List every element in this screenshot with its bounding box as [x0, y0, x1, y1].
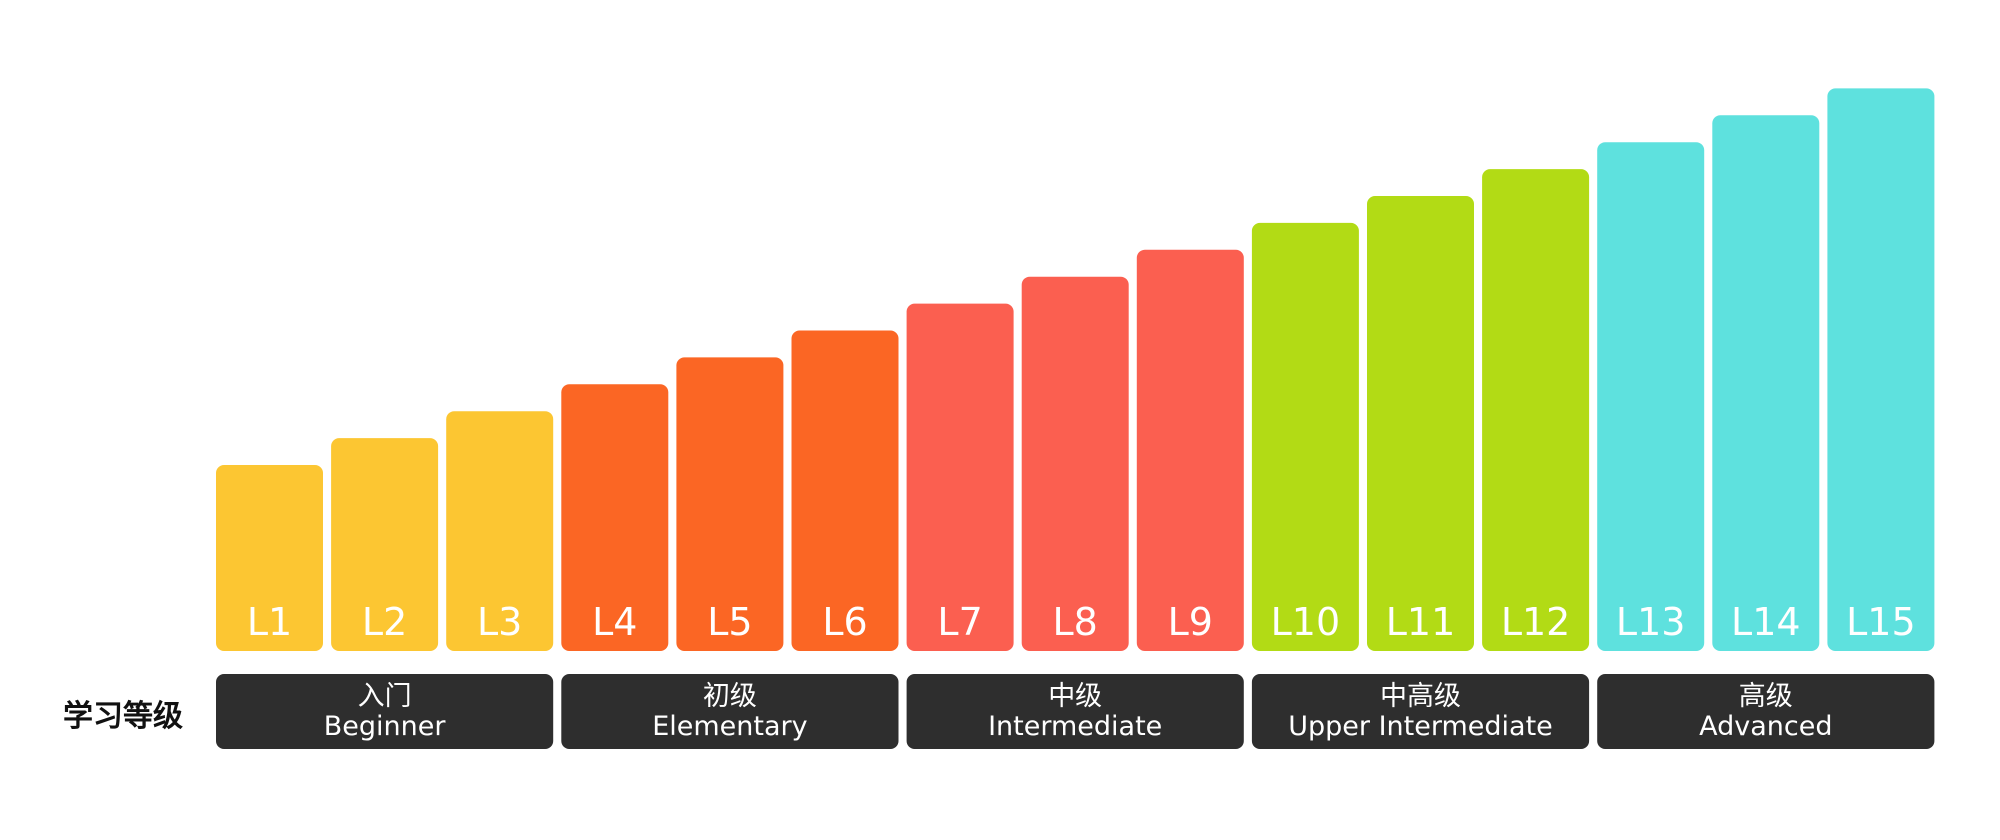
bar-label-l3: L3 — [477, 600, 522, 644]
bar-label-l5: L5 — [707, 600, 752, 644]
bar-label-l2: L2 — [362, 600, 407, 644]
bar-l9 — [1136, 249, 1244, 652]
bar-l6 — [791, 330, 899, 651]
group-label-zh-upper-intermediate: 中高级 — [1380, 681, 1461, 712]
group-box-beginner — [216, 674, 554, 749]
bar-label-l15: L15 — [1846, 600, 1916, 644]
group-label-en-intermediate: Intermediate — [988, 711, 1162, 742]
bar-l5 — [676, 357, 784, 651]
bar-label-l13: L13 — [1616, 600, 1686, 644]
bar-l2 — [331, 438, 439, 651]
bar-l8 — [1021, 276, 1129, 651]
group-label-en-advanced: Advanced — [1699, 711, 1832, 742]
bar-label-l8: L8 — [1053, 600, 1098, 644]
bar-l10 — [1251, 222, 1359, 651]
bar-label-l11: L11 — [1386, 600, 1456, 644]
group-label-en-elementary: Elementary — [652, 711, 807, 742]
group-label-en-beginner: Beginner — [324, 711, 447, 742]
bar-label-l7: L7 — [937, 600, 982, 644]
bar-l1 — [216, 465, 323, 651]
bar-l4 — [561, 384, 669, 651]
group-label-en-upper-intermediate: Upper Intermediate — [1288, 711, 1553, 742]
bar-l12 — [1482, 169, 1590, 651]
bar-l13 — [1597, 142, 1705, 651]
bar-label-l4: L4 — [592, 600, 637, 644]
group-box-upper-intermediate — [1251, 674, 1590, 749]
bar-label-l10: L10 — [1271, 600, 1341, 644]
row-label: 学习等级 — [63, 699, 183, 734]
bar-l14 — [1712, 115, 1820, 652]
group-box-advanced — [1597, 674, 1935, 749]
bar-l15 — [1827, 88, 1935, 651]
group-label-zh-beginner: 入门 — [358, 681, 412, 712]
bars-layer: L1 L2 L3 L4 L5 L6 L7 L8 L9 L10 L11 L12 L13 L14 L15 — [216, 88, 1935, 652]
group-label-zh-advanced: 高级 — [1739, 681, 1793, 712]
group-box-elementary — [561, 674, 899, 749]
group-box-intermediate — [906, 674, 1244, 749]
bar-label-l1: L1 — [247, 600, 292, 644]
bar-label-l12: L12 — [1501, 600, 1571, 644]
bar-l7 — [906, 303, 1014, 651]
group-label-zh-intermediate: 中级 — [1048, 681, 1102, 712]
bar-label-l14: L14 — [1731, 600, 1801, 644]
bar-label-l6: L6 — [822, 600, 867, 644]
bar-l11 — [1367, 196, 1474, 651]
bar-label-l9: L9 — [1168, 600, 1213, 644]
group-label-zh-elementary: 初级 — [703, 681, 757, 712]
bar-l3 — [446, 411, 554, 651]
